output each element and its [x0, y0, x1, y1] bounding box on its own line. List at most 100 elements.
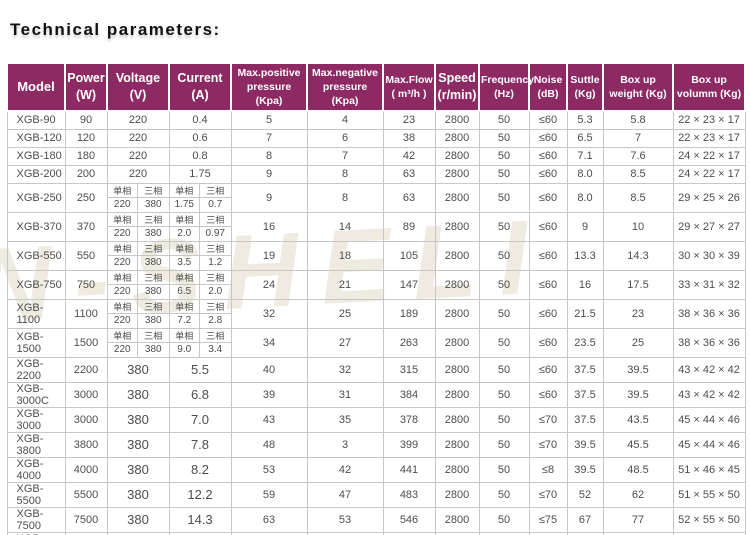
cell-neg_pressure: 32 — [306, 356, 384, 383]
cell-box_weight: 8.5 — [602, 182, 674, 213]
cell-voltage: 380 — [106, 406, 170, 433]
cell-flow: 105 — [382, 240, 436, 271]
cell-frequency: 50 — [478, 182, 530, 213]
cell-power: 250 — [64, 182, 108, 213]
cell-speed: 2800 — [434, 406, 480, 433]
cell-current: 0.4 — [168, 110, 232, 130]
cell-pos_pressure: 7 — [230, 128, 308, 148]
cell-speed: 2800 — [434, 269, 480, 300]
phase-label: 单相 — [107, 299, 138, 314]
cell-box_volume: 30 × 30 × 39 — [672, 240, 746, 271]
phase-label: 三相 — [200, 242, 231, 256]
phase-label: 三相 — [200, 300, 231, 314]
phase-label: 三相 — [200, 184, 231, 198]
table-row: XGB-3800 3800 380 7.8 48 3 399 2800 50 ≤70 39.5 45.… — [6, 431, 746, 458]
cell-speed: 2800 — [434, 327, 480, 358]
page-title: Technical parameters: — [10, 20, 221, 39]
cell-flow: 189 — [382, 298, 436, 329]
cell-speed: 2800 — [434, 146, 480, 166]
cell-box_volume: 24 × 22 × 17 — [672, 146, 746, 166]
cell-voltage: 380 — [106, 456, 170, 483]
cell-power: 120 — [64, 128, 108, 148]
cell-suttle: 23.5 — [566, 327, 604, 358]
cell-current: 5.5 — [168, 356, 232, 383]
cell-voltage: 380 — [106, 431, 170, 458]
cell-suttle: 7.1 — [566, 146, 604, 166]
cell-box_volume: 38 × 36 × 36 — [672, 327, 746, 358]
cell-box_weight: 77 — [602, 506, 674, 533]
cell-suttle: 6.5 — [566, 128, 604, 148]
cell-frequency: 50 — [478, 164, 530, 184]
phase-split: 单相 三相 2.0 0.97 — [169, 212, 231, 241]
cell-box_volume: 82 × 70 × 71 — [672, 531, 746, 535]
cell-model: XGB-3800 — [6, 431, 66, 458]
cell-noise: ≤60 — [528, 211, 568, 242]
cell-box_weight: 43.5 — [602, 406, 674, 433]
cell-box_weight: 14.3 — [602, 240, 674, 271]
technical-parameters-table: Model Power (W) Voltage (V) Current (A) Max.… — [6, 62, 746, 535]
phase-label: 三相 — [200, 271, 231, 285]
cell-noise: ≤60 — [528, 164, 568, 184]
cell-box_volume: 22 × 23 × 17 — [672, 128, 746, 148]
cell-flow: 42 — [382, 146, 436, 166]
cell-neg_pressure: 8 — [306, 182, 384, 213]
column-header: Frequency (Hz) — [478, 62, 534, 112]
cell-suttle: 37.5 — [566, 356, 604, 383]
cell-speed: 2800 — [434, 110, 480, 130]
column-header: Noise (dB) — [528, 62, 568, 112]
cell-speed: 2800 — [434, 128, 480, 148]
cell-flow: 441 — [382, 456, 436, 483]
phase-label: 单相 — [169, 328, 200, 343]
cell-model: XGB-200 — [6, 164, 66, 184]
cell-box_volume: 43 × 42 × 42 — [672, 356, 746, 383]
cell-suttle: 39.5 — [566, 431, 604, 458]
cell-model: XGB-7500 — [6, 506, 66, 533]
cell-box_weight: 10 — [602, 211, 674, 242]
cell-flow: 378 — [382, 406, 436, 433]
table-row: XGB-1100 1100 单相 三相 220 380 单相 三相 7.2 2.8 32 25 189 2… — [6, 298, 746, 329]
cell-voltage: 单相 三相 220 380 — [106, 298, 170, 329]
cell-neg_pressure: 25 — [306, 298, 384, 329]
cell-voltage: 220 — [106, 146, 170, 166]
cell-box_volume: 29 × 25 × 26 — [672, 182, 746, 213]
cell-box_volume: 43 × 42 × 42 — [672, 381, 746, 408]
cell-speed: 2800 — [434, 456, 480, 483]
cell-pos_pressure: 48 — [230, 431, 308, 458]
column-header: Voltage (V) — [106, 62, 170, 112]
phase-label: 单相 — [169, 212, 200, 227]
cell-power: 200 — [64, 164, 108, 184]
phase-split: 单相 三相 7.2 2.8 — [169, 299, 231, 328]
cell-frequency: 50 — [478, 146, 530, 166]
phase-label: 单相 — [107, 328, 138, 343]
phase-label: 三相 — [200, 213, 231, 227]
technical-parameters-section: N-SHELI Model Power (W) Voltage (V) Current… — [0, 62, 746, 535]
table-row: XGB-200 200 220 1.75 9 8 63 2800 50 ≤60 8.0 8.5 24 ×… — [6, 164, 746, 184]
cell-flow: 399 — [382, 431, 436, 458]
cell-flow: 483 — [382, 481, 436, 508]
cell-power: 3000 — [64, 381, 108, 408]
cell-box_volume: 51 × 55 × 50 — [672, 481, 746, 508]
cell-box_weight: 17.5 — [602, 269, 674, 300]
cell-box_weight: 8.5 — [602, 164, 674, 184]
cell-box_weight: 25 — [602, 327, 674, 358]
cell-pos_pressure: 39 — [230, 381, 308, 408]
cell-pos_pressure: 5 — [230, 110, 308, 130]
cell-power: 1500 — [64, 327, 108, 358]
cell-pos_pressure: 8 — [230, 146, 308, 166]
phase-value: 1.2 — [208, 257, 223, 268]
column-header: Suttle (Kg) — [566, 62, 604, 112]
phase-label: 单相 — [107, 241, 138, 256]
cell-model: XGB-550 — [6, 240, 66, 271]
cell-voltage: 单相 三相 220 380 — [106, 327, 170, 358]
cell-box_weight: 39.5 — [602, 381, 674, 408]
cell-noise: ≤60 — [528, 146, 568, 166]
cell-suttle: 5.3 — [566, 110, 604, 130]
cell-model: XGB-3000C — [6, 381, 66, 408]
cell-frequency: 50 — [478, 110, 530, 130]
cell-power: 7500 — [64, 506, 108, 533]
cell-power: 3800 — [64, 431, 108, 458]
cell-neg_pressure: 6 — [306, 128, 384, 148]
cell-box_volume: 24 × 22 × 17 — [672, 164, 746, 184]
cell-frequency: 50 — [478, 431, 530, 458]
